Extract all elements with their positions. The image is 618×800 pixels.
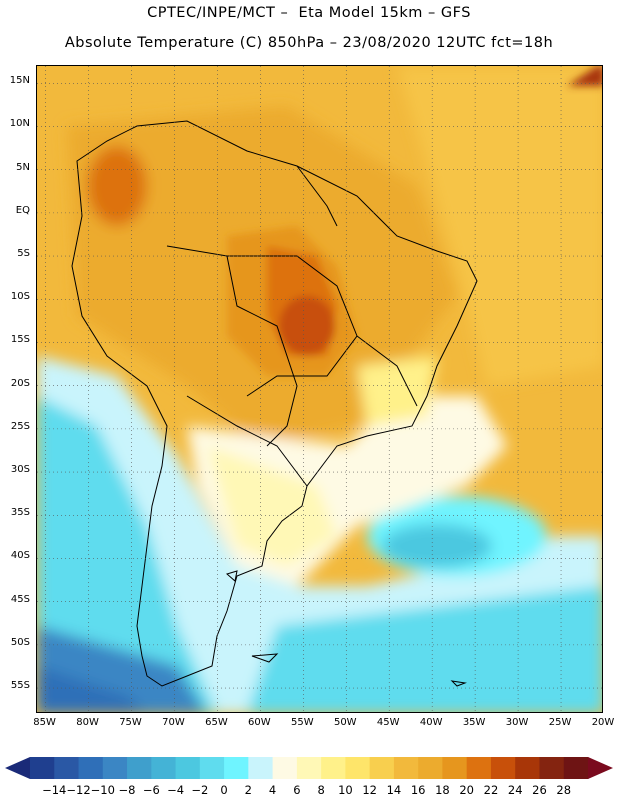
colorbar-label: −6 xyxy=(142,783,160,797)
map-title-line1: CPTEC/INPE/MCT – Eta Model 15km – GFS xyxy=(147,5,471,21)
colorbar-label: 20 xyxy=(459,783,474,797)
colorbar-label: 6 xyxy=(293,783,301,797)
temperature-field xyxy=(37,66,602,712)
colorbar-label: 4 xyxy=(268,783,277,797)
colorbar-label: 14 xyxy=(386,783,402,797)
colorbar-right-arrow xyxy=(588,757,613,779)
map-title-line2: Absolute Temperature (C) 850hPa – 23/08/… xyxy=(64,35,554,51)
lon-label: 55W xyxy=(291,717,314,728)
colorbar-swatch xyxy=(393,757,419,779)
lon-label: 80W xyxy=(76,717,99,728)
colorbar-label: 18 xyxy=(435,783,450,797)
colorbar-swatch xyxy=(54,757,80,779)
lat-label: 30S xyxy=(10,464,30,476)
colorbar-label: 2 xyxy=(244,783,252,797)
lat-label: 35S xyxy=(10,507,30,519)
lat-label: 10S xyxy=(10,291,30,303)
colorbar-swatch xyxy=(151,757,177,779)
colorbar-swatch xyxy=(563,757,589,779)
lon-label: 65W xyxy=(205,717,228,728)
colorbar-swatch xyxy=(418,757,443,779)
colorbar-swatch xyxy=(442,757,468,779)
colorbar-swatch xyxy=(199,757,225,779)
colorbar-swatch xyxy=(175,757,201,779)
gridlines xyxy=(37,66,602,712)
colorbar-swatch xyxy=(30,757,55,779)
lon-label: 85W xyxy=(33,717,56,728)
colorbar-label: −10 xyxy=(90,783,115,797)
lat-label: EQ xyxy=(15,204,30,216)
lon-label: 70W xyxy=(162,717,185,728)
temperature-map[interactable] xyxy=(36,65,603,713)
colorbar-swatch xyxy=(539,757,565,779)
lat-label: 50S xyxy=(10,636,30,648)
lat-label: 15N xyxy=(9,75,30,87)
colorbar-label: 10 xyxy=(338,783,353,797)
colorbar-swatch xyxy=(224,757,249,779)
colorbar-swatch xyxy=(102,757,128,779)
colorbar-label: 28 xyxy=(556,783,572,797)
colorbar-left-arrow xyxy=(5,757,30,779)
coastlines xyxy=(71,120,478,687)
lon-label: 45W xyxy=(376,717,400,728)
colorbar-swatch xyxy=(466,757,492,779)
colorbar-swatch xyxy=(490,757,516,779)
lon-label: 30W xyxy=(505,717,529,728)
lat-label: 15S xyxy=(10,334,30,346)
lat-label: 45S xyxy=(10,593,30,605)
colorbar-label: 16 xyxy=(410,783,426,797)
colorbar-label: 26 xyxy=(532,783,547,797)
colorbar-swatch xyxy=(369,757,395,779)
lon-label: 60W xyxy=(248,717,271,728)
lat-label: 5S xyxy=(17,248,30,260)
colorbar-label: 24 xyxy=(507,783,523,797)
colorbar-swatch xyxy=(296,757,322,779)
colorbar-label: −4 xyxy=(167,783,185,797)
colorbar-swatch xyxy=(515,757,540,779)
colorbar-swatch xyxy=(321,757,346,779)
lon-label: 75W xyxy=(119,717,142,728)
lon-label: 50W xyxy=(333,717,357,728)
lon-label: 40W xyxy=(419,717,443,728)
colorbar-swatch xyxy=(248,757,274,779)
lon-label: 25W xyxy=(548,717,572,728)
lat-label: 10N xyxy=(9,118,30,130)
colorbar-label: −14 xyxy=(42,783,67,797)
colorbar-label: 12 xyxy=(362,783,377,797)
lon-label: 35W xyxy=(462,717,486,728)
colorbar-swatch xyxy=(272,757,298,779)
colorbar-label: 0 xyxy=(220,783,228,797)
colorbar-swatch xyxy=(127,757,152,779)
colorbar-label: −8 xyxy=(118,783,136,797)
lat-label: 25S xyxy=(10,420,30,432)
colorbar-swatch xyxy=(345,757,371,779)
colorbar-swatch xyxy=(78,757,104,779)
colorbar-label: −12 xyxy=(66,783,91,797)
lat-label: 5N xyxy=(16,161,30,173)
lon-label: 20W xyxy=(591,717,615,728)
colorbar-label: 8 xyxy=(317,783,325,797)
colorbar xyxy=(5,757,613,779)
lat-label: 20S xyxy=(10,377,30,389)
lat-label: 40S xyxy=(10,550,30,562)
colorbar-label: −2 xyxy=(191,783,209,797)
colorbar-label: 22 xyxy=(483,783,499,797)
lat-label: 55S xyxy=(10,680,30,692)
